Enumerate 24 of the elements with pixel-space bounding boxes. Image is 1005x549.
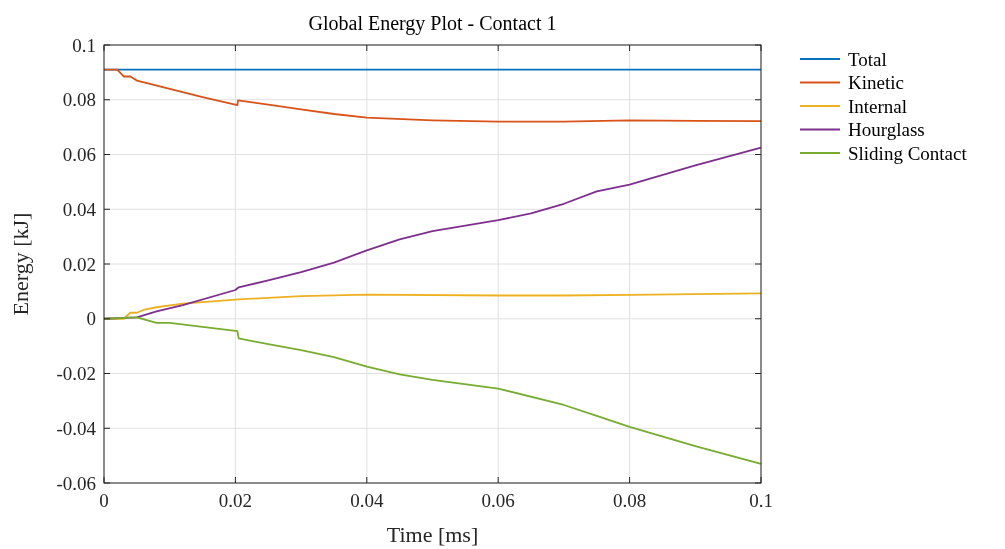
legend-label: Hourglass [848, 119, 925, 141]
y-tick-label: -0.02 [56, 363, 96, 385]
line-series [103, 68, 762, 123]
x-tick-label: 0.08 [612, 490, 647, 511]
legend-label: Kinetic [848, 72, 904, 94]
y-tick-label: -0.04 [56, 417, 97, 439]
x-tick-label: 0.04 [350, 490, 384, 511]
line-series [103, 316, 762, 465]
legend-label: Sliding Contact [848, 142, 968, 164]
chart-title: Global Energy Plot - Contact 1 [308, 12, 557, 35]
x-tick-label: 0.06 [481, 490, 515, 511]
x-tick-label: 0.02 [218, 490, 253, 511]
y-tick-label: -0.06 [56, 472, 96, 494]
x-axis-title: Time [ms] [386, 522, 479, 547]
legend-label: Internal [848, 95, 908, 117]
y-axis-title: Energy [kJ] [8, 212, 33, 316]
x-tick-label: 0.1 [749, 490, 773, 511]
y-tick-label: 0.02 [62, 253, 96, 275]
y-tick-label: 0.04 [62, 198, 97, 220]
y-tick-label: 0.06 [62, 144, 96, 166]
y-tick-label: 0.08 [62, 89, 96, 111]
y-tick-label: 0.1 [72, 34, 96, 56]
y-tick-label: 0 [86, 308, 96, 330]
legend-label: Total [848, 48, 887, 70]
